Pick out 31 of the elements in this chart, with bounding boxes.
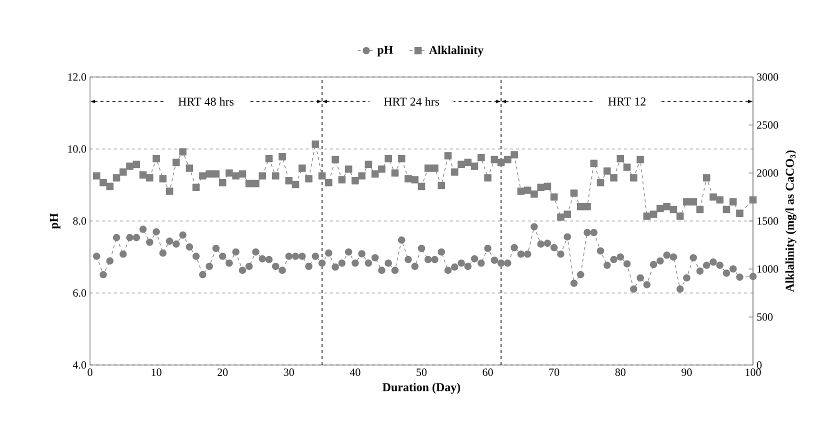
y2-axis-title: Alklalinity (mg/l as CaCO$_{3}$) xyxy=(785,150,796,292)
y2-tick-label: 2000 xyxy=(757,169,778,177)
x-tick-label: 20 xyxy=(218,368,228,376)
x-tick-label: 70 xyxy=(549,368,560,376)
legend-label: pH xyxy=(377,46,393,56)
annotation: HRT 12 xyxy=(608,98,646,106)
y-tick-label: 6.0 xyxy=(73,289,86,297)
y-axis-title: pH xyxy=(50,213,60,229)
x-tick-label: 90 xyxy=(682,368,692,376)
y2-tick-label: 3000 xyxy=(757,73,778,81)
annotation: HRT 48 hrs xyxy=(178,97,234,106)
y2-tick-label: 2500 xyxy=(757,121,778,129)
y2-tick-label: 1000 xyxy=(758,265,778,273)
y2-tick-label: 0 xyxy=(756,361,762,369)
y-tick-label: 8.0 xyxy=(73,217,86,225)
x-tick-label: 10 xyxy=(152,368,162,376)
x-tick-label: 0 xyxy=(88,368,92,376)
x-tick-label: 50 xyxy=(416,368,427,376)
x-tick-label: 100 xyxy=(746,368,761,376)
x-tick-label: 40 xyxy=(350,368,360,376)
x-tick-label: 80 xyxy=(615,368,626,376)
x-tick-label: 30 xyxy=(284,368,294,376)
y-tick-label: 10.0 xyxy=(68,145,86,153)
y2-tick-label: 1500 xyxy=(758,217,778,225)
x-tick-label: 60 xyxy=(482,368,493,376)
y-tick-label: 4.0 xyxy=(72,361,86,369)
y-tick-label: 12.0 xyxy=(68,73,86,81)
annotation: HRT 24 hrs xyxy=(384,97,440,106)
y2-tick-label: 500 xyxy=(757,313,773,321)
legend-label: Alklalinity xyxy=(429,46,484,57)
x-axis-title: Duration (Day) xyxy=(382,382,460,394)
